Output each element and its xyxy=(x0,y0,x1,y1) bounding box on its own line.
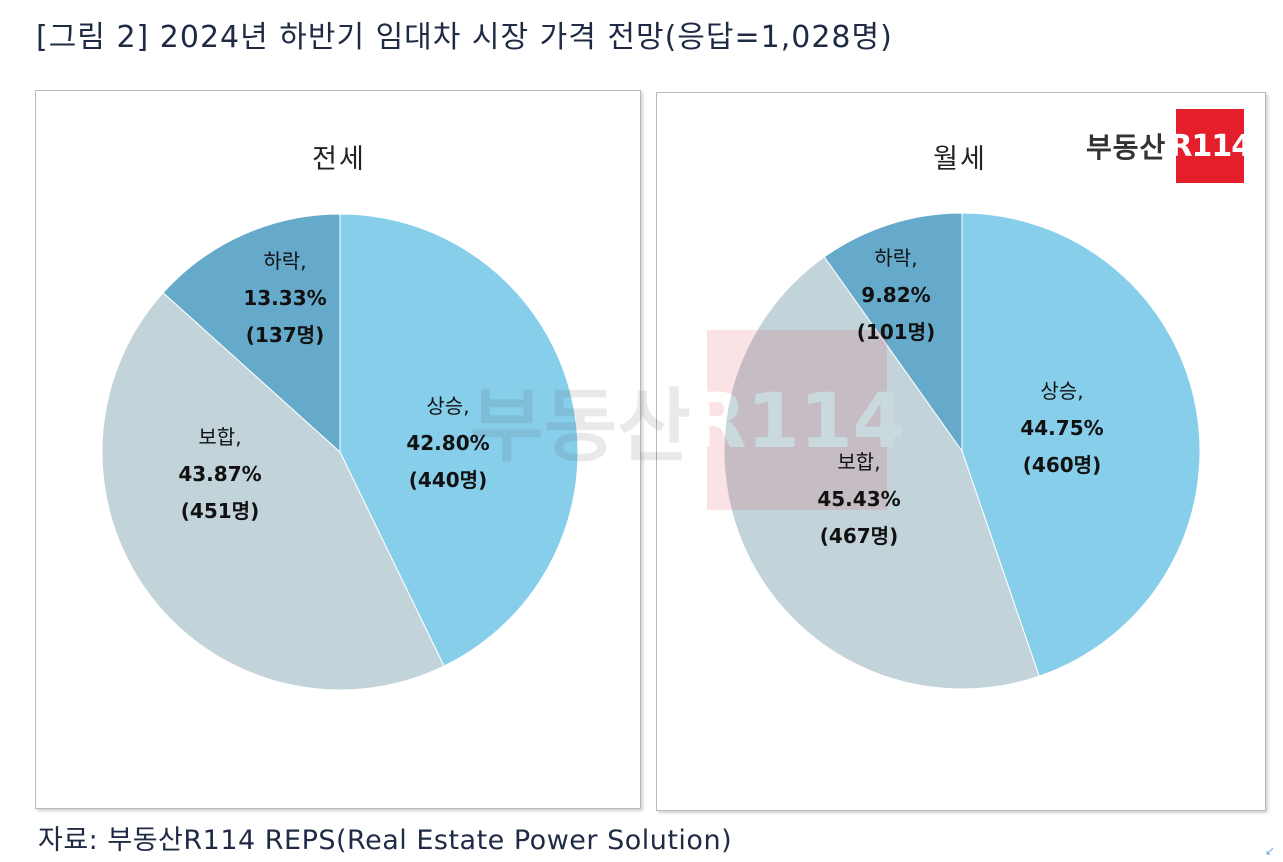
chart-panel-wolse xyxy=(656,92,1266,811)
pie-slice-wolse-rise xyxy=(961,212,1201,677)
slice-percent: 13.33% xyxy=(243,286,327,310)
brand-logo: 부동산 R114 xyxy=(1086,109,1252,183)
slice-label-jeonse-hold: 보합, 43.87% (451명) xyxy=(178,427,261,521)
slice-percent: 45.43% xyxy=(817,487,901,511)
slice-count: (101명) xyxy=(856,320,936,344)
slice-name: 보합, xyxy=(837,450,881,474)
slice-percent: 9.82% xyxy=(861,283,931,307)
pie-slice-jeonse-fall xyxy=(162,213,341,454)
slice-percent: 44.75% xyxy=(1020,416,1104,440)
pie-chart-wolse xyxy=(723,212,1201,690)
corner-arrow-icon: ↙ xyxy=(1264,844,1275,858)
logo-badge: R114 xyxy=(1169,109,1252,183)
slice-percent: 43.87% xyxy=(178,462,262,486)
chart-title-wolse: 월세 xyxy=(933,144,987,175)
slice-count: (460명) xyxy=(1022,453,1102,477)
pie-slice-wolse-fall xyxy=(823,212,963,453)
slice-count: (467명) xyxy=(819,524,899,548)
pie-slice-jeonse-rise xyxy=(339,213,579,667)
pie-chart-jeonse xyxy=(101,213,579,691)
slice-count: (440명) xyxy=(408,468,488,492)
slice-label-wolse-fall: 하락, 9.82% (101명) xyxy=(857,248,935,342)
slice-count: (451명) xyxy=(180,499,260,523)
chart-panel-jeonse xyxy=(35,90,641,809)
slice-name: 하락, xyxy=(874,246,918,270)
figure-title: [그림 2] 2024년 하반기 임대차 시장 가격 전망(응답=1,028명) xyxy=(36,20,893,55)
slice-name: 상승, xyxy=(426,394,470,418)
slice-name: 상승, xyxy=(1040,379,1084,403)
slice-label-wolse-rise: 상승, 44.75% (460명) xyxy=(1020,381,1103,475)
slice-label-wolse-hold: 보합, 45.43% (467명) xyxy=(817,452,900,546)
pie-slice-jeonse-hold xyxy=(101,292,445,691)
slice-name: 보합, xyxy=(198,425,242,449)
slice-count: (137명) xyxy=(245,323,325,347)
slice-label-jeonse-rise: 상승, 42.80% (440명) xyxy=(406,396,489,490)
chart-title-jeonse: 전세 xyxy=(312,144,366,175)
slice-percent: 42.80% xyxy=(406,431,490,455)
slice-name: 하락, xyxy=(263,249,307,273)
logo-text: 부동산 xyxy=(1086,131,1167,164)
pie-slice-wolse-hold xyxy=(723,256,1040,690)
source-note: 자료: 부동산R114 REPS(Real Estate Power Solut… xyxy=(38,825,733,856)
slice-label-jeonse-fall: 하락, 13.33% (137명) xyxy=(243,251,326,345)
